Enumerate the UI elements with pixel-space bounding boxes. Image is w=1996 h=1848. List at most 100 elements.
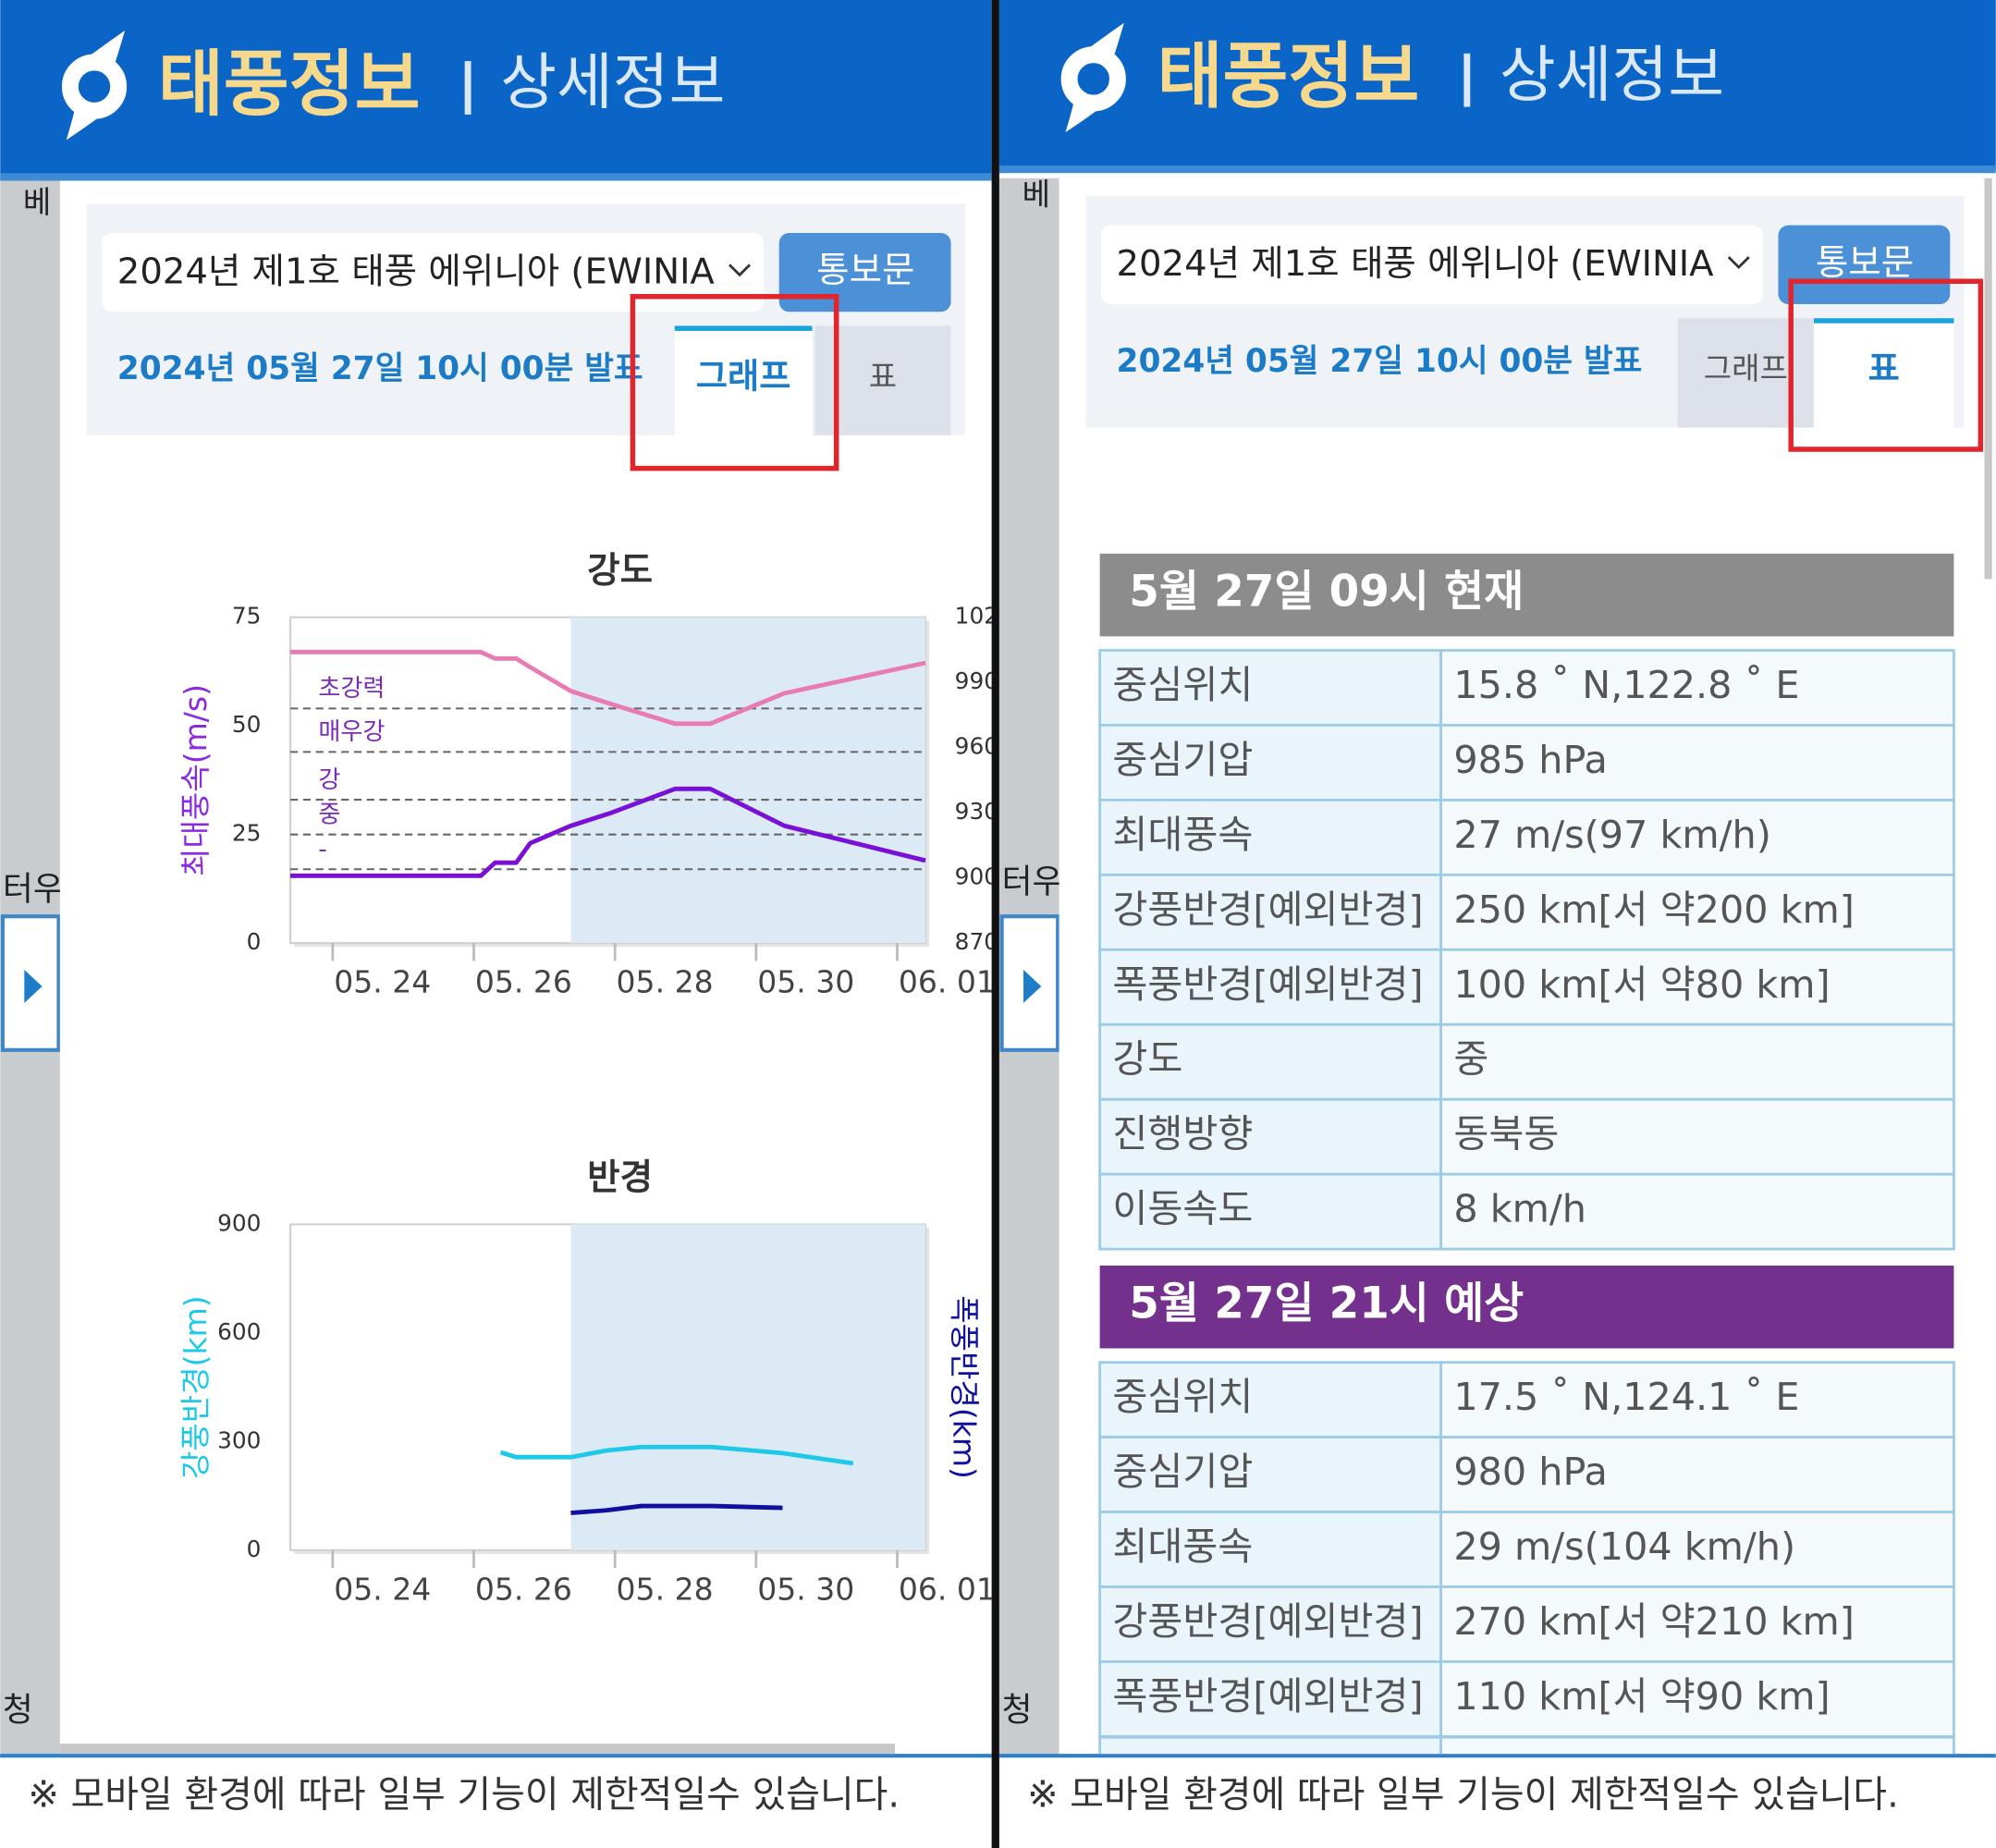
table-title: 5월 27일 21시 예상 <box>1129 1279 1524 1329</box>
x-tick-label: 05. 30 <box>757 964 854 1000</box>
report-button-label: 통보문 <box>1816 242 1914 284</box>
issued-time: 2024년 05월 27일 10시 00분 발표 <box>1117 343 1643 380</box>
select-clip: 2024년 제1호 태풍 에위니아 (EWINIA <box>1117 243 1715 285</box>
x-tick-label: 05. 28 <box>617 964 714 1000</box>
header-bar <box>998 0 1996 171</box>
select-chevron <box>1727 256 1750 270</box>
header-divider <box>464 61 471 115</box>
tab[interactable] <box>674 325 813 435</box>
value-cell <box>1439 1511 1955 1588</box>
map-label: 청 <box>1002 1692 1033 1730</box>
row-value: 15.8 ˚ N,122.8 ˚ E <box>1453 663 1799 707</box>
tab-label[interactable]: 표 <box>869 358 897 394</box>
table-title-bar <box>1099 1266 1954 1349</box>
header-bar <box>0 0 992 178</box>
value-cell <box>1439 649 1955 727</box>
x-tick-label: 06. 01 <box>899 1571 996 1607</box>
footer <box>998 1756 1996 1848</box>
row-value: 17.5 ˚ N,124.1 ˚ E <box>1453 1375 1799 1419</box>
tab-label[interactable]: 그래프 <box>696 355 791 396</box>
issued-time: 2024년 05월 27일 10시 00분 발표 <box>117 350 643 387</box>
label-cell <box>1098 1097 1442 1176</box>
footer <box>0 1756 992 1848</box>
tab-label[interactable]: 그래프 <box>1704 350 1788 386</box>
header-border <box>998 165 1996 174</box>
x-tick-label: 05. 26 <box>475 1571 572 1607</box>
logo <box>66 31 126 141</box>
y-tick-label: 50 <box>232 711 262 738</box>
threshold-label: 강 <box>318 766 340 794</box>
footer-border <box>998 1754 1996 1758</box>
y2-tick-label: 930 <box>955 798 998 825</box>
series-line <box>290 786 926 878</box>
row-label: 강도 <box>1112 1037 1182 1082</box>
value-cell <box>1439 724 1955 802</box>
row-label: 중심기압 <box>1112 1450 1253 1494</box>
x-tick-label: 05. 24 <box>334 964 431 1000</box>
typhoon-name: 2024년 제1호 태풍 에위니아 (EWINIA <box>1117 243 1715 285</box>
tab-label[interactable]: 표 <box>1868 348 1900 388</box>
section-title: 상세정보 <box>500 47 725 118</box>
row-label: 강풍반경[예외반경] <box>1112 887 1423 932</box>
row-value: 985 hPa <box>1453 738 1607 782</box>
x-tick-label: 05. 30 <box>757 1571 854 1607</box>
y2-tick-label: 870 <box>955 928 998 955</box>
label-cell <box>1098 1511 1442 1588</box>
tab-indicator <box>1813 318 1954 324</box>
typhoon-select[interactable] <box>102 232 765 312</box>
row-value: 중 <box>1453 1037 1488 1082</box>
x-tick-label: 06. 01 <box>899 964 996 1000</box>
row-label: 최대풍속 <box>1112 813 1253 857</box>
value-cell <box>1439 873 1955 951</box>
row-value: 8 km/h <box>1453 1187 1586 1231</box>
map-label: 청 <box>3 1692 33 1730</box>
row-label: 진행방향 <box>1112 1112 1253 1157</box>
y-tick-label: 0 <box>247 928 262 955</box>
expand-arrow[interactable] <box>24 970 43 1003</box>
value-cell <box>1439 1585 1955 1663</box>
y2-tick-label: 960 <box>955 733 998 760</box>
brand-title: 태풍정보 <box>1157 35 1420 118</box>
tab[interactable] <box>1813 318 1954 428</box>
y-axis-label: 강풍반경(km) <box>178 1295 214 1479</box>
series-line <box>570 1503 783 1515</box>
panel-divider <box>991 0 999 1848</box>
row-value: 980 hPa <box>1453 1450 1607 1494</box>
y-tick-label: 900 <box>217 1209 261 1236</box>
row-label: 폭풍반경[예외반경] <box>1112 962 1423 1007</box>
threshold-label: 중 <box>318 802 340 829</box>
row-value: 29 m/s(104 km/h) <box>1453 1524 1795 1569</box>
threshold-label: 매우강 <box>318 718 385 746</box>
y-tick-label: 300 <box>217 1426 261 1453</box>
map-label: 베 <box>1022 177 1050 213</box>
value-cell <box>1439 948 1955 1026</box>
row-label: 강풍반경[예외반경] <box>1112 1599 1423 1644</box>
header-divider <box>1463 53 1471 107</box>
select-chevron <box>729 263 752 277</box>
label-cell <box>1098 724 1442 802</box>
table-title-bar <box>1099 553 1954 637</box>
report-button[interactable] <box>778 232 951 312</box>
tab-indicator <box>674 325 813 331</box>
x-tick-label: 05. 28 <box>617 1571 714 1607</box>
value-cell <box>1439 799 1955 876</box>
value-cell <box>1439 1660 1955 1738</box>
forecast-region <box>570 617 926 944</box>
row-value: 27 m/s(97 km/h) <box>1453 813 1770 857</box>
report-button[interactable] <box>1778 225 1951 305</box>
series-line <box>290 649 926 727</box>
map-tab <box>0 914 61 1052</box>
scrollbar <box>1984 177 1992 580</box>
label-cell <box>1098 649 1442 727</box>
expand-arrow[interactable] <box>1023 970 1042 1003</box>
threshold-label: 초강력 <box>318 675 385 703</box>
highlight-box <box>1788 278 1984 452</box>
row-label: 중심위치 <box>1112 1375 1253 1419</box>
section-title: 상세정보 <box>1500 39 1724 110</box>
value-cell <box>1439 1436 1955 1513</box>
label-cell <box>1098 799 1442 876</box>
map-label: 베 <box>23 184 51 220</box>
typhoon-select[interactable] <box>1101 225 1763 305</box>
y2-tick-label: 900 <box>955 863 998 890</box>
value-cell <box>1439 1097 1955 1176</box>
